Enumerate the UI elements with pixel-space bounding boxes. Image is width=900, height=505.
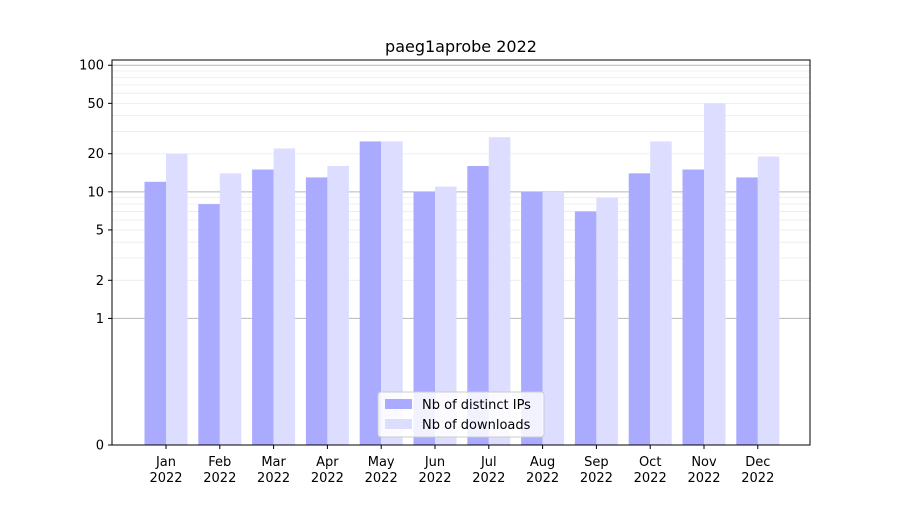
x-tick-label: Apr 2022 <box>311 455 344 486</box>
y-tick-label: 2 <box>96 274 104 289</box>
x-tick-label: Oct 2022 <box>634 455 667 486</box>
bar-ips-mar <box>252 169 274 445</box>
bar-downloads-aug <box>542 191 565 445</box>
x-tick-label: Jan 2022 <box>149 455 182 486</box>
legend-swatch <box>385 399 412 409</box>
bar-ips-oct <box>628 173 651 445</box>
legend-label: Nb of distinct IPs <box>422 398 531 413</box>
bar-ips-jun <box>413 191 435 445</box>
legend-box <box>377 391 545 438</box>
bar-downloads-nov <box>704 103 726 445</box>
legend-label: Nb of downloads <box>422 418 531 433</box>
bar-ips-apr <box>305 177 328 446</box>
bar-ips-feb <box>198 204 220 445</box>
plot-frame <box>111 59 811 446</box>
legend: Nb of distinct IPs Nb of downloads <box>377 391 545 438</box>
bar-downloads-mar <box>273 148 296 445</box>
x-tick-label: May 2022 <box>365 455 398 486</box>
bar-ips-nov <box>682 169 704 445</box>
axes: 0 1 2 5 10 20 50 100 Jan 2022 Feb 2022 Mar 2022 Apr 202… <box>79 59 811 486</box>
legend-swatch <box>385 419 412 429</box>
bar-downloads-feb <box>219 173 242 445</box>
bar-downloads-jul <box>488 137 511 446</box>
y-tick-label: 20 <box>87 147 104 162</box>
bar-ips-dec <box>736 177 758 446</box>
y-tick-label: 0 <box>96 439 104 454</box>
chart-title: paeg1aprobe 2022 <box>385 37 537 56</box>
bar-ips-aug <box>521 191 543 445</box>
bar-downloads-sep <box>596 197 618 445</box>
x-tick-label: Jun 2022 <box>418 455 451 486</box>
x-tick-label: Dec 2022 <box>741 455 774 486</box>
bar-downloads-oct <box>650 141 672 445</box>
bar-downloads-apr <box>327 165 349 446</box>
bar-downloads-jan <box>166 153 188 446</box>
bar-downloads-jun <box>435 186 457 446</box>
bar-downloads-may <box>381 141 403 445</box>
bar-ips-jan <box>144 181 166 445</box>
x-tick-label: Sep 2022 <box>580 455 613 486</box>
y-tick-label: 10 <box>87 185 104 200</box>
x-tick-label: Jul 2022 <box>472 455 505 486</box>
bar-downloads-dec <box>757 156 780 446</box>
x-tick-label: Nov 2022 <box>687 455 720 486</box>
bar-ips-jul <box>467 165 489 446</box>
x-tick-label: Aug 2022 <box>526 455 559 486</box>
y-tick-label: 50 <box>87 97 104 112</box>
y-tick-label: 5 <box>96 223 104 238</box>
bar-ips-sep <box>574 211 597 445</box>
bars <box>144 103 780 446</box>
y-tick-label: 100 <box>79 59 104 74</box>
x-tick-label: Feb 2022 <box>203 455 236 486</box>
x-tick-label: Mar 2022 <box>257 455 290 486</box>
y-tick-label: 1 <box>96 312 104 327</box>
bar-ips-may <box>359 141 382 445</box>
